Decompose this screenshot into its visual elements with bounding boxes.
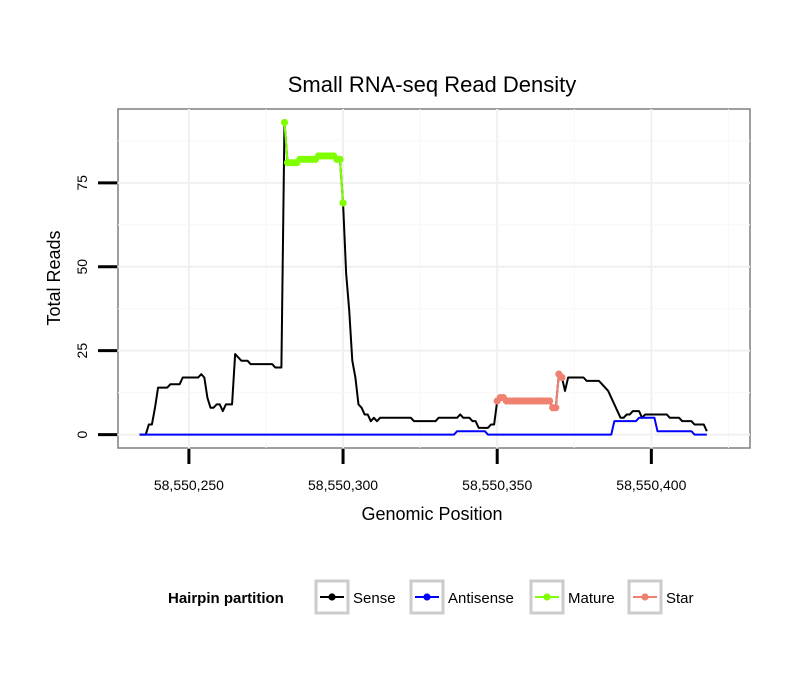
data-point-mature: [336, 155, 344, 163]
data-point-star: [546, 397, 554, 405]
y-axis: 0 25 50 75: [74, 175, 117, 438]
legend-key-point-sense: [328, 593, 336, 601]
legend: Hairpin partition Sense Antisense Mature St…: [168, 579, 694, 615]
x-axis-title: Genomic Position: [361, 504, 502, 524]
y-tick-label: 75: [74, 175, 90, 191]
y-axis-title: Total Reads: [44, 230, 64, 325]
legend-key-point-star: [641, 593, 649, 601]
series-line-sense: [139, 121, 708, 436]
legend-label-sense: Sense: [353, 590, 396, 607]
x-tick-label: 58,550,350: [462, 477, 532, 493]
plot-panel: [117, 108, 751, 449]
chart-title: Small RNA-seq Read Density: [288, 72, 577, 97]
legend-key-point-mature: [543, 593, 551, 601]
legend-label-antisense: Antisense: [448, 590, 514, 607]
legend-title: Hairpin partition: [168, 590, 284, 607]
data-point-mature: [280, 118, 289, 127]
legend-label-mature: Mature: [568, 590, 615, 607]
y-tick-label: 0: [74, 430, 90, 438]
y-tick-label: 50: [74, 259, 90, 275]
data-point-star: [552, 404, 560, 412]
legend-label-star: Star: [666, 590, 694, 607]
series-line-antisense: [139, 416, 707, 436]
x-axis: 58,550,250 58,550,300 58,550,350 58,550,400: [154, 449, 687, 493]
markers-layer: [280, 118, 566, 412]
x-tick-label: 58,550,300: [308, 477, 378, 493]
y-tick-label: 25: [74, 343, 90, 359]
data-point-mature: [339, 199, 347, 207]
x-tick-label: 58,550,400: [616, 477, 686, 493]
data-point-star: [558, 373, 566, 382]
x-tick-label: 58,550,250: [154, 477, 224, 493]
legend-key-point-antisense: [423, 593, 431, 601]
